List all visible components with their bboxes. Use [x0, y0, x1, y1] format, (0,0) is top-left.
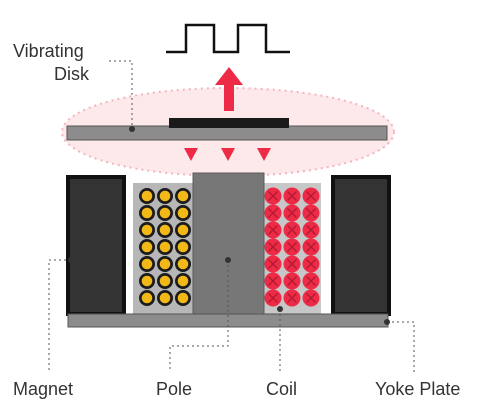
coil-wire-gold-core: [177, 275, 189, 287]
coil-wire-gold-core: [177, 207, 189, 219]
coil-wire-gold-core: [141, 241, 153, 253]
magnet-left: [66, 175, 126, 316]
coil-wire-x-mark: [306, 242, 316, 252]
coil-wire-x-mark: [287, 225, 297, 235]
coil-wire-gold-core: [141, 292, 153, 304]
label-yoke-plate: Yoke Plate: [375, 379, 461, 399]
coil-right: [264, 187, 320, 307]
callout-dots: [68, 126, 390, 325]
square-wave-icon: [166, 23, 290, 54]
coil-wire-gold-core: [141, 207, 153, 219]
vibrating-disk-top: [169, 118, 289, 128]
coil-wire-x-mark: [306, 225, 316, 235]
coil-wire-x-mark: [268, 242, 278, 252]
coil-wire-gold-core: [159, 258, 171, 270]
coil-wire-x-mark: [287, 242, 297, 252]
coil-wire-x-mark: [287, 191, 297, 201]
coil-wire-x-mark: [287, 293, 297, 303]
coil-wire-x-mark: [306, 208, 316, 218]
coil-wire-x-mark: [306, 191, 316, 201]
magnet-right: [331, 175, 391, 316]
coil-wire-gold-core: [159, 275, 171, 287]
coil-wire-gold-core: [177, 224, 189, 236]
label-vibrating-line1: Vibrating: [13, 41, 84, 61]
coil-wire-gold-core: [177, 241, 189, 253]
label-magnet: Magnet: [13, 379, 74, 399]
coil-left: [139, 188, 191, 306]
coil-wire-gold-core: [159, 241, 171, 253]
coil-wire-gold-core: [177, 190, 189, 202]
vibrating-disk-plate: [66, 125, 388, 141]
coil-wire-x-mark: [287, 208, 297, 218]
coil-wire-x-mark: [268, 276, 278, 286]
label-coil: Coil: [266, 379, 298, 399]
pole: [192, 172, 265, 317]
coil-wire-gold-core: [159, 190, 171, 202]
arrow-up-icon: [215, 67, 243, 111]
coil-wire-x-mark: [306, 259, 316, 269]
coil-wire-x-mark: [287, 259, 297, 269]
coil-wire-x-mark: [268, 225, 278, 235]
coil-wire-gold-core: [141, 190, 153, 202]
coil-wire-x-mark: [268, 259, 278, 269]
coil-wire-gold-core: [177, 258, 189, 270]
coil-wire-x-mark: [268, 208, 278, 218]
coil-wire-gold-core: [141, 224, 153, 236]
coil-wire-gold-core: [177, 292, 189, 304]
callout-lines: [48, 60, 415, 373]
coil-wire-gold-core: [159, 207, 171, 219]
coil-wire-gold-core: [159, 224, 171, 236]
arrow-down-icon: [184, 148, 271, 161]
label-pole: Pole: [156, 379, 193, 399]
coil-wire-gold-core: [159, 292, 171, 304]
coil-wire-gold-core: [141, 258, 153, 270]
coil-wire-x-mark: [306, 276, 316, 286]
coil-wire-x-mark: [268, 191, 278, 201]
coil-wire-gold-core: [141, 275, 153, 287]
coil-wire-x-mark: [268, 293, 278, 303]
label-vibrating-line2: Disk: [54, 64, 89, 84]
coil-wire-x-mark: [287, 276, 297, 286]
coil-wire-x-mark: [306, 293, 316, 303]
